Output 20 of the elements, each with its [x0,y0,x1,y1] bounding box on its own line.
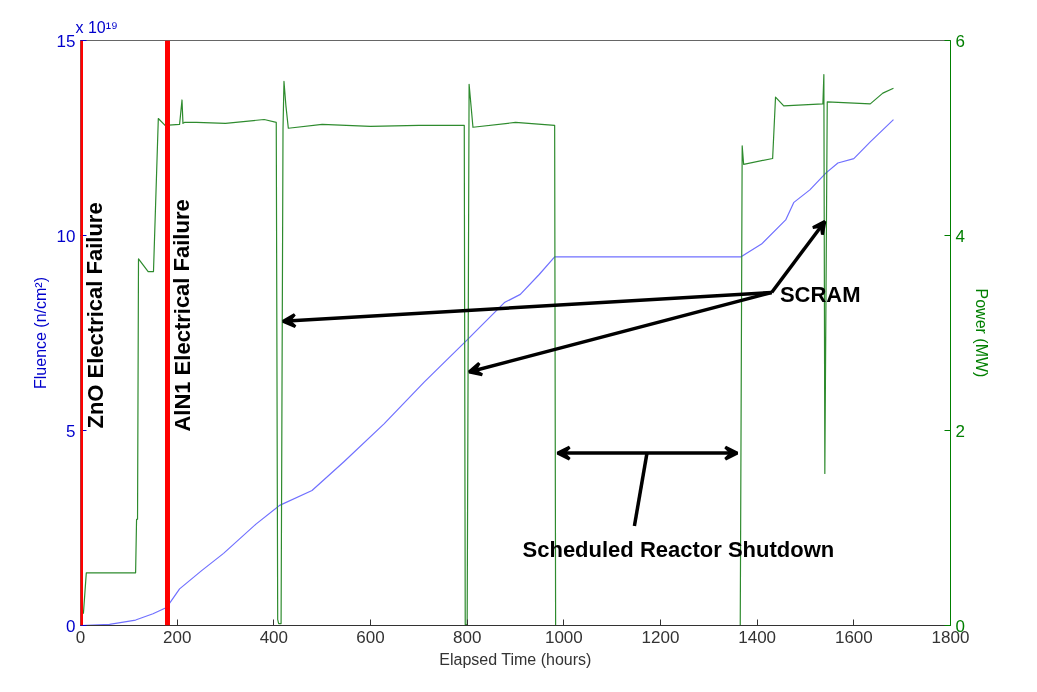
x-tick-label: 800 [452,627,482,647]
x-axis-title: Elapsed Time (hours) [439,650,592,668]
y2-tick-label: 2 [955,421,965,441]
x-tick-label: 400 [259,627,289,647]
x-tick-label: 1000 [544,627,583,647]
y-tick-label: 5 [66,421,76,441]
y-tick-label: 15 [56,31,76,51]
x-tick-label: 1600 [834,627,873,647]
y2-tick-label: 6 [955,31,965,51]
y2-tick-label: 4 [955,226,965,246]
x-tick-label: 600 [356,627,385,647]
x-tick-label: 1400 [738,627,777,647]
x-tick-label: 200 [162,627,192,647]
x-tick-label: 1200 [641,627,680,647]
ref-line-label: AlN1 Electrical Failure [169,199,195,432]
ref-line-label: ZnO Electrical Failure [82,202,108,429]
y-tick-label: 10 [56,226,76,246]
y-axis-title: Fluence (n/cm²) [31,276,49,390]
y2-axis-title: Power (MW) [972,288,990,378]
text: x 10¹⁹ [75,18,118,36]
